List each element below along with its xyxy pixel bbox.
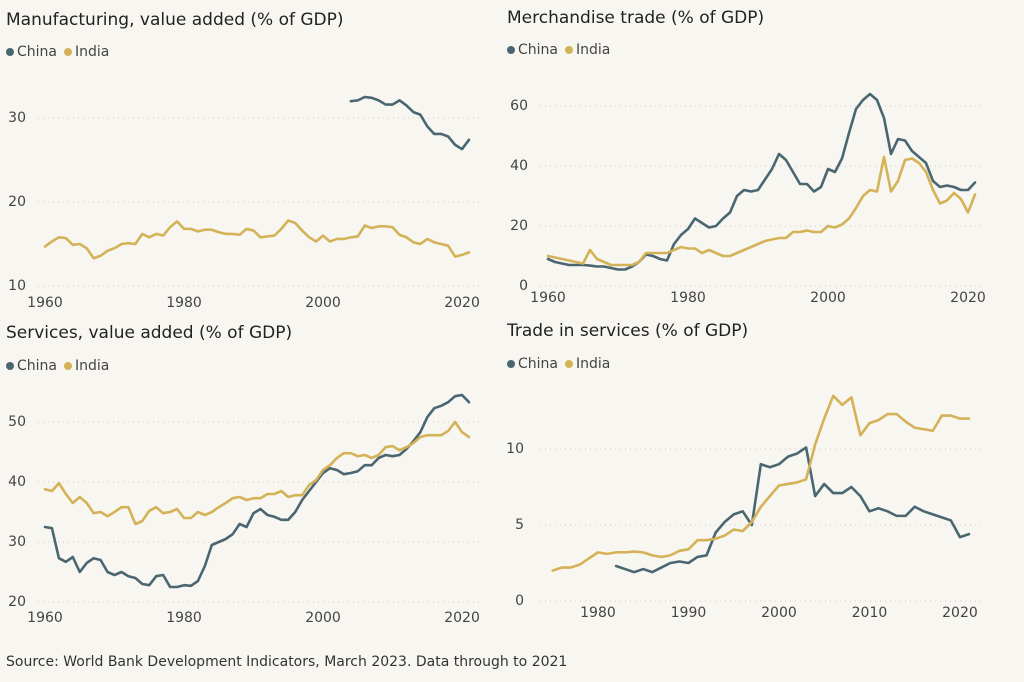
x-tick-label: 2000 [305,610,341,626]
legend-label: India [576,356,610,372]
y-tick-label: 50 [8,414,26,430]
y-tick-label: 20 [510,218,528,234]
x-tick-label: 2020 [950,290,986,306]
legend-marker [64,362,72,370]
y-tick-label: 40 [510,158,528,174]
legend-label: China [17,358,57,374]
x-tick-label: 1980 [166,610,202,626]
y-tick-label: 5 [515,517,524,533]
series-line [43,393,471,589]
legend-label: India [75,358,109,374]
x-tick-label: 2020 [444,610,480,626]
y-tick-label: 60 [510,98,528,114]
x-tick-label: 2000 [305,295,341,311]
x-tick-label: 1980 [670,290,706,306]
x-tick-label: 1960 [27,610,63,626]
chart-title: Trade in services (% of GDP) [506,321,748,341]
chart-title: Services, value added (% of GDP) [6,323,292,343]
series-line [43,420,471,526]
y-tick-label: 40 [8,474,26,490]
series-line [551,394,971,572]
legend-marker [507,46,515,54]
x-tick-label: 2020 [942,605,978,621]
legend-marker [64,48,72,56]
y-tick-label: 10 [506,441,524,457]
x-tick-label: 1980 [166,295,202,311]
legend-marker [565,46,573,54]
legend-label: China [17,44,57,60]
y-tick-label: 10 [8,278,26,294]
y-tick-label: 20 [8,594,26,610]
legend-label: India [576,42,610,58]
legend-label: India [75,44,109,60]
x-tick-label: 1980 [580,605,616,621]
legend-label: China [518,356,558,372]
x-tick-label: 2020 [444,295,480,311]
y-tick-label: 30 [8,110,26,126]
chart-title: Merchandise trade (% of GDP) [507,8,764,28]
legend-marker [565,360,573,368]
legend-marker [6,362,14,370]
series-line [614,446,971,574]
x-tick-label: 2000 [761,605,797,621]
series-line [349,95,471,151]
series-line [546,155,977,267]
legend-label: China [518,42,558,58]
x-tick-label: 1960 [27,295,63,311]
y-tick-label: 20 [8,194,26,210]
y-tick-label: 0 [519,278,528,294]
legend-marker [507,360,515,368]
legend-marker [6,48,14,56]
y-tick-label: 0 [515,593,524,609]
x-tick-label: 2010 [852,605,888,621]
y-tick-label: 30 [8,534,26,550]
series-line [43,219,471,260]
x-tick-label: 2000 [810,290,846,306]
series-line [546,92,977,271]
x-tick-label: 1960 [530,290,566,306]
x-tick-label: 1990 [671,605,707,621]
chart-title: Manufacturing, value added (% of GDP) [6,10,344,30]
source-note: Source: World Bank Development Indicator… [6,654,567,670]
